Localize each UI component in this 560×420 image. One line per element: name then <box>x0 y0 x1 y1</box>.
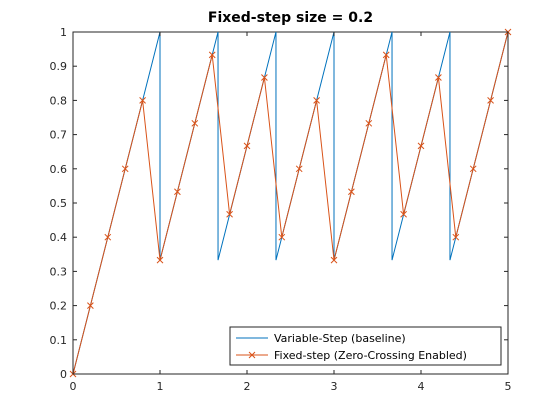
data-point-marker <box>365 119 373 127</box>
data-point-marker <box>435 74 442 81</box>
y-tick-label: 0.4 <box>50 231 68 244</box>
data-point-marker <box>487 97 494 104</box>
legend-marker <box>248 351 256 359</box>
data-point-marker <box>208 51 216 59</box>
y-tick-label: 0.3 <box>50 265 68 278</box>
data-point-marker <box>278 233 286 241</box>
x-tick-label: 2 <box>244 380 251 393</box>
data-point-marker <box>313 97 320 104</box>
data-point-marker <box>295 165 303 173</box>
series-layer <box>69 28 512 378</box>
x-tick-label: 5 <box>505 380 512 393</box>
x-tick-label: 1 <box>157 380 164 393</box>
data-point-marker <box>121 165 129 173</box>
data-point-marker <box>87 302 94 309</box>
data-point-marker <box>243 142 251 150</box>
legend-box <box>229 326 502 366</box>
data-point-marker <box>226 210 233 218</box>
data-point-marker <box>104 233 112 241</box>
data-point-marker <box>382 51 390 59</box>
legend: Variable-Step (baseline) Fixed-step (Zero… <box>229 326 502 366</box>
data-point-marker <box>348 188 355 196</box>
y-tick-label: 0.5 <box>50 197 68 210</box>
y-tick-label: 0.8 <box>50 94 68 107</box>
y-tick-label: 0.1 <box>50 334 68 347</box>
data-point-marker <box>452 233 460 241</box>
data-point-marker <box>330 256 338 264</box>
data-point-marker <box>400 210 407 218</box>
data-point-marker <box>174 188 181 196</box>
data-point-marker <box>261 74 268 81</box>
y-tick-label: 0.7 <box>50 129 68 142</box>
y-tick-label: 0.2 <box>50 300 68 313</box>
legend-label-1: Fixed-step (Zero-Crossing Enabled) <box>274 349 467 362</box>
data-point-marker <box>156 256 164 264</box>
x-tick-label: 4 <box>418 380 425 393</box>
y-tick-label: 1 <box>60 26 67 39</box>
ticks-layer: 0 1 2 3 4 5 0 0.1 0.2 0.3 0.4 0.5 0.6 0.7 0.8 0.9 1 <box>50 26 512 393</box>
chart-title: Fixed-step size = 0.2 <box>208 10 373 26</box>
x-tick-label: 0 <box>70 380 77 393</box>
y-tick-label: 0.6 <box>50 163 68 176</box>
y-tick-label: 0 <box>60 368 67 381</box>
legend-label-0: Variable-Step (baseline) <box>274 332 406 345</box>
data-point-marker <box>469 165 477 173</box>
y-tick-label: 0.9 <box>50 60 68 73</box>
series-line-1 <box>72 31 509 375</box>
data-point-marker <box>417 142 425 150</box>
data-point-marker <box>191 119 199 127</box>
data-point-marker <box>139 97 146 104</box>
x-tick-label: 3 <box>331 380 338 393</box>
